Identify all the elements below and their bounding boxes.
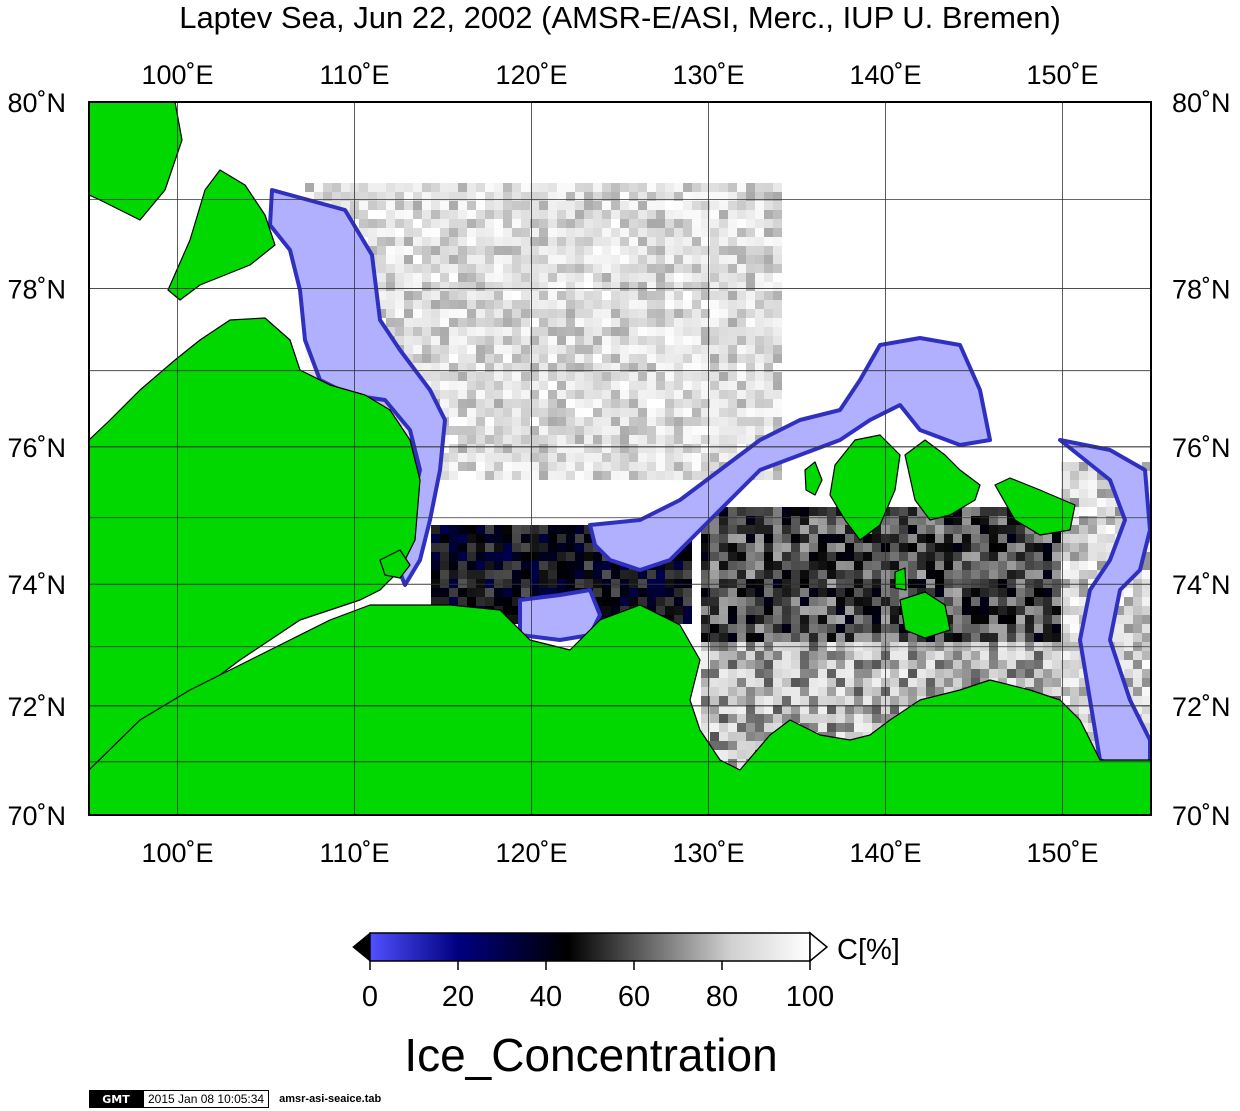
colorbar-tick-label: 80	[706, 981, 738, 1013]
land-belkovsky-island	[804, 461, 823, 496]
lon-tick-label-bottom: 120˚E	[495, 838, 567, 868]
lon-tick-label-bottom: 150˚E	[1026, 838, 1098, 868]
lon-tick-label-top: 150˚E	[1026, 60, 1098, 90]
lat-tick-label-right: 72˚N	[1172, 692, 1231, 722]
colorbar-tick-label: 100	[786, 981, 834, 1013]
lat-tick-label-left: 72˚N	[7, 692, 66, 722]
lat-tick-label-left: 70˚N	[7, 801, 66, 831]
lat-tick-label-left: 76˚N	[7, 433, 66, 463]
colorbar-tick-label: 40	[530, 981, 562, 1013]
lon-tick-label-top: 140˚E	[849, 60, 921, 90]
lon-tick-label-bottom: 140˚E	[849, 838, 921, 868]
land-stolbovoy-island	[894, 567, 907, 591]
variable-label: Ice_Concentration	[404, 1029, 777, 1081]
polynya-band-central	[588, 336, 992, 572]
colorbar-tick-label: 20	[442, 981, 474, 1013]
axis-ticks: 100˚E 100˚E 110˚E 110˚E 120˚E 120˚E 130˚E 130˚E…	[7, 60, 1230, 868]
lon-tick-label-top: 120˚E	[495, 60, 567, 90]
land-novaya-sibir-west	[904, 439, 981, 521]
lat-tick-label-right: 76˚N	[1172, 433, 1231, 463]
lon-tick-label-bottom: 100˚E	[141, 838, 213, 868]
colorbar-upper-extension	[809, 931, 829, 963]
graticule	[89, 102, 1151, 815]
map-title: Laptev Sea, Jun 22, 2002 (AMSR-E/ASI, Me…	[179, 0, 1061, 35]
gmt-stamp: GMT 2015 Jan 08 10:05:34 amsr-asi-seaice…	[89, 1090, 381, 1108]
lat-tick-label-right: 74˚N	[1172, 570, 1231, 600]
stamp-filename: amsr-asi-seaice.tab	[279, 1093, 382, 1105]
lon-tick-label-bottom: 110˚E	[319, 838, 389, 868]
land-kotelny-island	[829, 434, 901, 541]
colorbar-unit-label: C[%]	[837, 934, 900, 966]
colorbar: 0 20 40 60 80 100 C[%]	[352, 931, 900, 1013]
lat-tick-label-right: 70˚N	[1172, 801, 1231, 831]
lon-tick-label-bottom: 130˚E	[672, 838, 744, 868]
colorbar-tick-label: 60	[618, 981, 650, 1013]
land-bolshoy-lyakhovsky	[899, 591, 951, 639]
map-area	[89, 102, 1151, 815]
lat-tick-label-left: 78˚N	[7, 275, 66, 305]
colorbar-ticks: 0 20 40 60 80 100	[362, 961, 834, 1013]
lon-tick-label-top: 110˚E	[319, 60, 389, 90]
lon-tick-label-top: 130˚E	[672, 60, 744, 90]
gmt-logo: GMT	[89, 1090, 143, 1108]
lon-tick-label-top: 100˚E	[141, 60, 213, 90]
colorbar-tick-label: 0	[362, 981, 378, 1013]
lat-tick-label-right: 78˚N	[1172, 275, 1231, 305]
lat-tick-label-right: 80˚N	[1172, 88, 1231, 118]
land-taymyr-severnaya	[89, 102, 183, 221]
stamp-timestamp: 2015 Jan 08 10:05:34	[143, 1090, 270, 1108]
colorbar-lower-extension	[352, 931, 371, 963]
lat-tick-label-left: 74˚N	[7, 570, 66, 600]
land-bolshevik-island	[167, 169, 276, 301]
land-small-island-south	[379, 549, 411, 579]
colorbar-bar	[369, 932, 811, 962]
lat-tick-label-left: 80˚N	[7, 88, 66, 118]
map-frame	[88, 101, 1152, 816]
